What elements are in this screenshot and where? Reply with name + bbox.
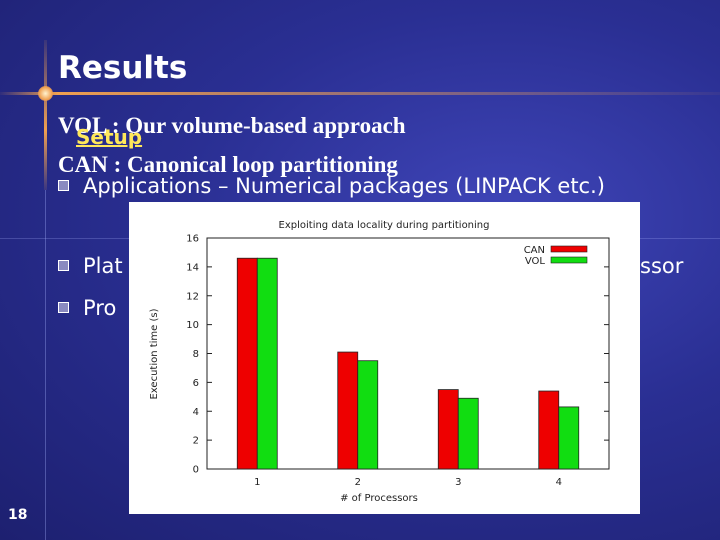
legend-label-can: CAN	[524, 245, 545, 256]
bullet-platform: Plat	[58, 254, 123, 278]
y-axis-label: Execution time (s)	[149, 308, 160, 399]
bar-can-3	[437, 389, 459, 470]
bar-can-1	[236, 257, 258, 470]
x-tick-label: 3	[455, 477, 461, 488]
bar-vol-1	[256, 257, 278, 470]
bar-vol-2	[357, 360, 379, 470]
y-tick-label: 0	[193, 465, 199, 476]
square-bullet-icon	[58, 259, 69, 271]
bar-vol-4	[558, 406, 580, 470]
vol-definition: VOL : Our volume-based approach	[58, 113, 406, 138]
bar-can-4	[538, 390, 560, 470]
slide-title: Results	[58, 50, 188, 86]
x-axis-label: # of Processors	[340, 493, 418, 504]
decor-vertical-line	[44, 40, 47, 190]
bullet-processors: Pro	[58, 296, 116, 320]
y-tick-label: 12	[186, 291, 199, 302]
x-tick-label: 1	[254, 477, 260, 488]
bullet-text: Pro	[83, 296, 117, 320]
bullet-text: Applications – Numerical packages (LINPA…	[83, 174, 605, 198]
y-tick-label: 8	[193, 349, 199, 360]
x-tick-label: 2	[355, 477, 361, 488]
y-tick-label: 4	[193, 407, 199, 418]
square-bullet-icon	[58, 179, 69, 191]
bar-vol-3	[457, 397, 479, 470]
bullet-text: Plat	[83, 254, 123, 278]
legend-swatch-vol	[550, 256, 588, 264]
chart-container: Exploiting data locality during partitio…	[129, 202, 640, 514]
y-tick-label: 16	[186, 234, 199, 245]
decor-vertical-line-dim	[45, 190, 46, 540]
y-tick-label: 14	[186, 262, 199, 273]
y-tick-label: 6	[193, 378, 199, 389]
legend-swatch-can	[550, 245, 588, 253]
decor-glow-dot	[38, 86, 53, 101]
bar-can-2	[337, 351, 359, 470]
bar-chart: Exploiting data locality during partitio…	[149, 220, 610, 504]
legend-label-vol: VOL	[525, 256, 546, 267]
setup-heading: Setup	[76, 125, 143, 149]
x-tick-label: 4	[556, 477, 562, 488]
y-tick-label: 10	[186, 320, 199, 331]
decor-horizontal-line	[0, 92, 720, 95]
bullet-applications: Applications – Numerical packages (LINPA…	[58, 174, 605, 198]
square-bullet-icon	[58, 301, 69, 313]
y-tick-label: 2	[193, 436, 199, 447]
chart-title: Exploiting data locality during partitio…	[279, 220, 490, 231]
page-number: 18	[8, 507, 28, 523]
can-definition: CAN : Canonical loop partitioning	[58, 152, 398, 177]
bullet-platform-tail: ssor	[640, 254, 684, 278]
